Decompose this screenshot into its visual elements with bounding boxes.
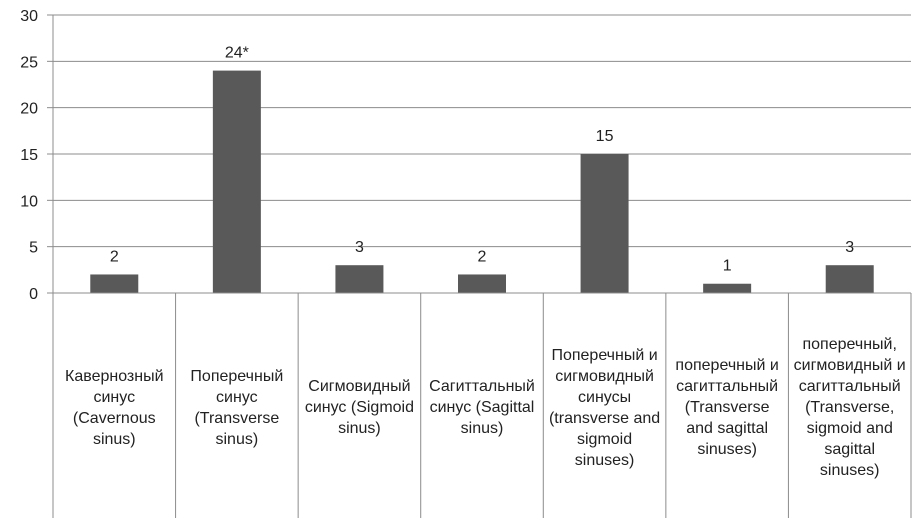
category-label-text: поперечный, сигмовидный и сагиттальный (… [793,336,906,479]
y-tick-label-25: 25 [20,54,38,71]
category-label-4: Сагиттальный синус (Sagittal sinus) [425,297,540,518]
y-tick-label-0: 0 [29,286,38,303]
data-label-6: 1 [723,258,732,275]
y-tick-label-20: 20 [20,101,38,118]
category-label-6: поперечный и сагиттальный (Transverse an… [670,297,785,518]
gridlines [53,14,911,248]
bar-7 [825,265,874,293]
data-label-2: 24* [225,45,249,62]
category-label-text: поперечный и сагиттальный (Transverse an… [675,357,779,458]
category-label-1: Кавернозный синус (Cavernous sinus) [57,297,172,518]
category-label-text: Поперечный синус (Transverse sinus) [190,367,284,448]
bar-4 [458,274,506,293]
data-label-5: 15 [596,128,614,145]
category-label-3: Сигмовидный синус (Sigmoid sinus) [302,297,417,518]
category-label-text: Поперечный и сигмовидный синусы (transve… [548,346,661,469]
category-label-text: Сагиттальный синус (Sagittal sinus) [429,378,535,437]
y-tick-label-5: 5 [29,240,38,257]
bar-5 [580,154,629,293]
category-label-text: Кавернозный синус (Cavernous sinus) [65,367,164,448]
y-tick-label-15: 15 [20,147,38,164]
category-label-2: Поперечный синус (Transverse sinus) [180,297,295,518]
y-tick-label-30: 30 [20,8,38,25]
y-tick-label-10: 10 [20,193,38,210]
bar-2 [212,70,261,293]
data-label-4: 2 [478,248,487,265]
data-labels: 2 24* 3 2 15 1 3 [110,45,854,275]
category-label-5: Поперечный и сигмовидный синусы (transve… [547,297,662,518]
bars [90,70,874,293]
data-label-1: 2 [110,248,119,265]
bar-6 [703,283,752,293]
y-tick-labels: 0 5 10 15 20 25 30 [20,8,38,303]
axes [47,14,912,518]
bar-3 [335,265,384,293]
category-label-text: Сигмовидный синус (Sigmoid sinus) [304,378,414,437]
category-label-7: поперечный, сигмовидный и сагиттальный (… [792,297,907,518]
data-label-7: 3 [845,239,854,256]
data-label-3: 3 [355,239,364,256]
bar-1 [90,274,139,293]
